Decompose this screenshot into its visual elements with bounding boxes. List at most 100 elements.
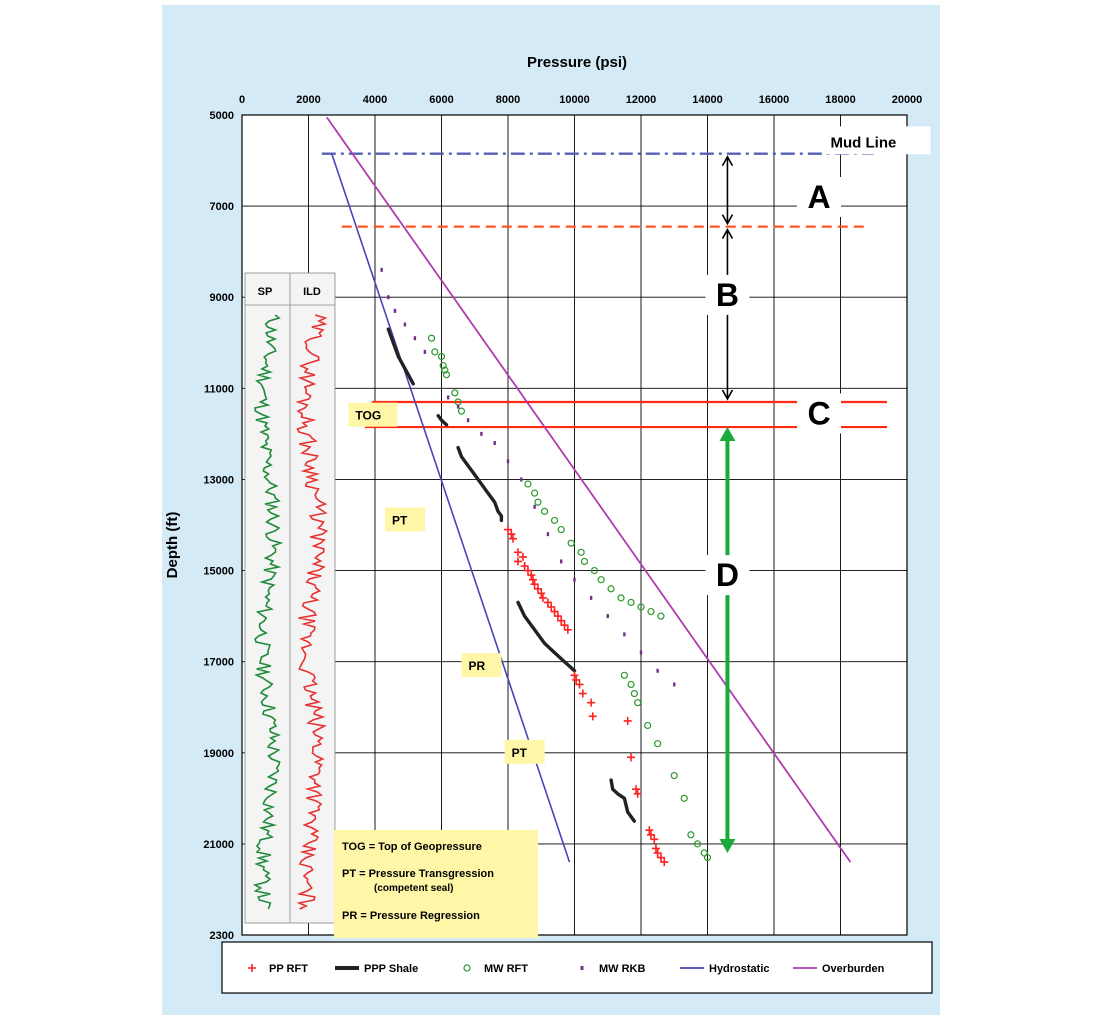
y-tick-label: 21000 (203, 839, 234, 851)
ppp-shale-segment (436, 414, 449, 427)
mw-rkb-point (656, 668, 659, 673)
y-tick-label: 17000 (203, 657, 234, 669)
x-tick-label: 14000 (692, 94, 723, 106)
mw-rft-point (637, 603, 645, 611)
x-tick-label: 6000 (429, 94, 453, 106)
mw-rft-point (654, 740, 662, 748)
annotation-bg (384, 507, 425, 532)
mw-rft-point (620, 671, 628, 679)
pp-rft-point (533, 584, 542, 593)
pp-rft-point (513, 548, 522, 557)
y-tick-label: 7000 (210, 201, 234, 213)
legend-label: PPP Shale (364, 963, 418, 975)
x-tick-label: 8000 (496, 94, 520, 106)
mw-rft-point (524, 480, 532, 488)
y-tick-label: 5000 (210, 110, 234, 122)
pp-rft-point (575, 680, 584, 689)
annotation-bg (504, 739, 545, 764)
pp-rft-point (570, 671, 579, 680)
y-tick-label: 2300 (210, 930, 234, 942)
pp-rft-point (587, 698, 596, 707)
mw-rft-point (617, 594, 625, 602)
mw-rkb-point (413, 336, 417, 341)
annotation-bg (348, 402, 398, 427)
pp-rft-point (518, 552, 527, 561)
mw-rkb-point (589, 595, 593, 600)
mw-rft-point (550, 516, 559, 525)
x-tick-label: 10000 (559, 94, 590, 106)
ppp-shale-segment (609, 778, 636, 823)
pp-rft-point (520, 562, 529, 570)
pp-rft-point (632, 785, 641, 794)
arrow-head (721, 155, 734, 167)
arrow-head (721, 389, 734, 401)
pp-rft-point (572, 675, 581, 684)
legend-label: Hydrostatic (709, 963, 770, 975)
zone-b-label-bg (705, 274, 750, 315)
legend-items: PP RFT PPP Shale MW RFT MW RKB Hydrostatic Ov… (248, 963, 885, 975)
x-tick-label: 16000 (759, 94, 790, 106)
pp-rft-point (660, 858, 669, 867)
mw-rkb-point (393, 308, 397, 313)
mud-line-label: Mud Line (831, 134, 897, 151)
log-label-ild: ILD (303, 286, 321, 298)
mw-rft-point (439, 361, 447, 370)
annotations: Mud Line TOG PT PR PT (348, 126, 931, 764)
pp-rft-point (623, 716, 632, 725)
zone-c-label-bg (797, 393, 841, 434)
mw-rft-point (647, 607, 655, 616)
mw-rkb-point (506, 459, 510, 464)
mw-rft-point (442, 371, 451, 379)
pp-rft-point (547, 603, 556, 611)
legend-swatch-mw-rft (463, 964, 471, 972)
mw-rft-point (700, 849, 708, 857)
log-track: SP ILD (244, 272, 336, 924)
log-label-sp: SP (258, 286, 273, 298)
pp-rft-point (646, 830, 655, 839)
mw-rkb-point (387, 295, 390, 300)
pp-rft-point (504, 525, 512, 534)
pp-rft-point (553, 612, 562, 621)
mw-rkb-point (380, 267, 383, 272)
x-tick-label: 18000 (825, 94, 856, 106)
mw-rft-point (657, 612, 665, 620)
figure-panel: 0 2000 4000 6000 8000 10000 12000 14000 16000 180… (162, 5, 940, 1015)
x-tick-label: 2000 (296, 94, 320, 106)
mw-rft-point (577, 548, 585, 556)
mw-rkb-point (639, 650, 643, 655)
mw-rft-point (557, 525, 565, 534)
mw-rkb-point (623, 632, 626, 637)
mw-rkb-point (606, 614, 609, 619)
pp-rft-point (557, 616, 566, 625)
note-pr: PR = Pressure Regression (342, 910, 480, 922)
note-pt: PT = Pressure Transgression (342, 868, 494, 880)
ppp-shale-segment (516, 600, 577, 673)
mw-rft-point (627, 598, 635, 607)
mw-rft-point (441, 366, 449, 374)
mw-rft-point (567, 539, 575, 547)
y-tick-label: 11000 (204, 383, 234, 395)
annotation-label-pr: PR (468, 659, 485, 673)
mw-rft-point (457, 407, 466, 415)
pp-rft-point (537, 589, 546, 598)
pp-rft-point (513, 557, 522, 566)
pp-rft-point (578, 689, 587, 698)
mw-rft-point (534, 498, 542, 506)
mw-rft-point (634, 699, 642, 707)
pp-rft-point (650, 835, 659, 844)
mw-rkb-point (446, 395, 450, 400)
mw-rft-point (427, 334, 436, 342)
pp-rft-point (508, 534, 517, 543)
y-axis-label: Depth (ft) (164, 512, 181, 579)
pp-rft-point (530, 580, 539, 589)
pp-rft-point (645, 826, 654, 835)
mud-line-bg (826, 126, 931, 155)
pp-rft-point (523, 566, 532, 575)
pp-rft-point (651, 844, 660, 853)
zone-a-label-bg (797, 177, 841, 217)
mw-rkb-point (456, 404, 460, 409)
mw-rft-point (630, 689, 638, 698)
y-tick-label: 15000 (203, 566, 234, 578)
legend-swatch-mw-rkb (580, 966, 584, 970)
mw-rkb-point (520, 477, 523, 482)
